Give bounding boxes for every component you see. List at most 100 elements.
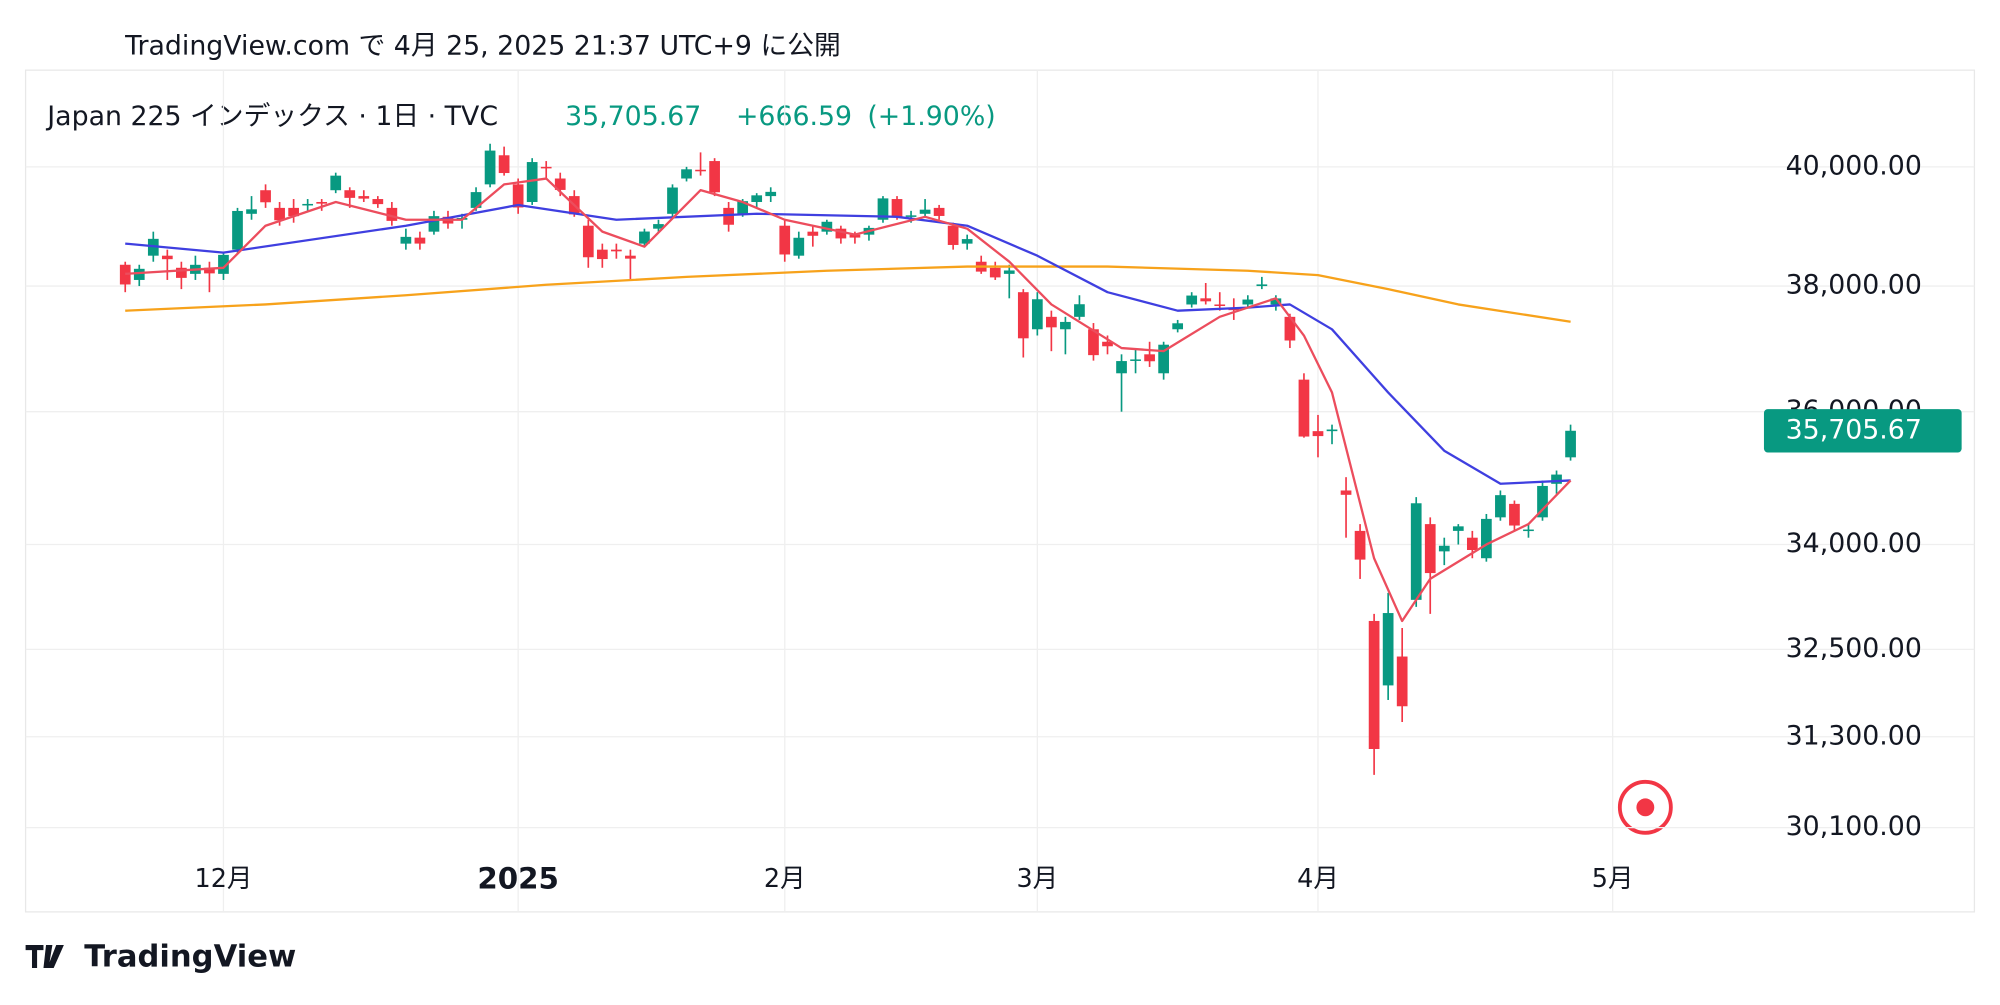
candle-body: [1200, 298, 1212, 302]
candle-body: [386, 207, 398, 221]
candle-body: [709, 161, 720, 193]
candle-body: [246, 209, 257, 214]
candle-body: [540, 166, 552, 169]
candle-body: [1270, 298, 1282, 305]
grid: [25, 70, 1975, 912]
pane-border: [24, 69, 1976, 913]
candle-body: [400, 236, 412, 244]
candle-body: [681, 169, 692, 179]
candle-body: [1368, 620, 1380, 750]
candle-body: [933, 207, 945, 216]
candle-body: [1102, 341, 1113, 347]
candle-body: [1523, 529, 1534, 532]
x-tick-label: 5月: [1592, 864, 1634, 894]
candle-body: [1298, 379, 1310, 437]
candle-body: [358, 196, 370, 199]
moving-average-line: [125, 177, 1572, 623]
candle-body: [176, 267, 187, 278]
candle-body: [779, 225, 791, 255]
candle-body: [751, 195, 763, 202]
candle-body: [639, 231, 650, 244]
candle-body: [891, 199, 903, 217]
candle-body: [1284, 316, 1296, 341]
candle-body: [498, 155, 510, 174]
candle-body: [526, 162, 538, 202]
candle-body: [695, 169, 706, 172]
last-price-label: 35,705.67: [1786, 414, 1922, 445]
candle-body: [302, 203, 314, 206]
candle-body: [316, 201, 328, 204]
candle-body: [807, 231, 819, 236]
candle-body: [905, 215, 917, 217]
candle-body: [288, 207, 299, 217]
header-change: +666.59: [736, 101, 852, 132]
candle-body: [274, 207, 285, 221]
candle-body: [961, 239, 973, 244]
candle-body: [737, 201, 749, 214]
candle-body: [470, 192, 482, 208]
candle-body: [344, 190, 356, 198]
candle-body: [835, 228, 847, 239]
header-price: 35,705.67: [565, 101, 701, 132]
alert-icon-dot: [1636, 798, 1655, 817]
candle-body: [1340, 490, 1352, 495]
y-tick-label: 38,000.00: [1786, 270, 1922, 301]
x-tick-label: 2025: [477, 862, 559, 896]
candle-body: [414, 237, 426, 244]
candle-body: [218, 254, 229, 274]
candle-body: [428, 216, 440, 232]
x-tick-label: 2月: [764, 864, 806, 894]
candle-body: [1466, 537, 1478, 550]
candle-body: [1424, 524, 1436, 574]
candle-body: [1509, 503, 1520, 526]
candle-body: [512, 184, 524, 208]
candle-body: [330, 175, 342, 191]
candle-body: [1242, 299, 1254, 305]
candle-body: [1495, 495, 1506, 518]
candle-body: [765, 191, 777, 197]
candle-body: [1088, 329, 1099, 356]
candle-body: [1060, 321, 1071, 330]
candle-body: [989, 267, 1001, 278]
chart-title: Japan 225 インデックス · 1日 · TVC: [45, 101, 498, 132]
candle-body: [1551, 474, 1562, 484]
candle-body: [611, 249, 622, 252]
y-tick-label: 32,500.00: [1786, 633, 1922, 664]
candle-body: [1031, 299, 1043, 330]
candle-body: [119, 264, 131, 285]
candle-body: [1326, 429, 1338, 432]
candle-body: [1537, 485, 1548, 518]
candle-body: [1116, 361, 1127, 374]
candle-body: [1565, 430, 1576, 458]
candle-body: [1214, 304, 1226, 307]
candle-body: [260, 190, 271, 203]
header-change-pct: (+1.90%): [867, 101, 995, 132]
candle-body: [723, 207, 734, 225]
y-tick-label: 34,000.00: [1786, 528, 1922, 559]
candle-body: [1003, 270, 1015, 274]
candle-body: [793, 237, 805, 256]
candle-body: [653, 224, 664, 229]
candle-body: [554, 178, 566, 190]
brand-name: TradingView: [84, 939, 296, 974]
y-tick-label: 30,100.00: [1786, 811, 1922, 842]
x-tick-label: 4月: [1297, 864, 1339, 894]
candle-body: [1074, 304, 1085, 317]
candle-body: [821, 221, 833, 232]
candle-body: [849, 234, 861, 238]
candle-body: [1256, 284, 1268, 287]
x-tick-label: 12月: [194, 864, 252, 894]
candle-body: [372, 199, 384, 205]
candle-body: [204, 267, 215, 274]
candle-body: [596, 249, 608, 260]
candle-body: [1144, 354, 1155, 362]
candle-body: [1312, 431, 1324, 437]
moving-average-line: [125, 265, 1571, 323]
candle-body: [877, 198, 889, 220]
candle-body: [1017, 292, 1029, 339]
candle-body: [161, 255, 173, 260]
y-tick-label: 31,300.00: [1786, 720, 1922, 751]
candle-body: [667, 187, 678, 214]
